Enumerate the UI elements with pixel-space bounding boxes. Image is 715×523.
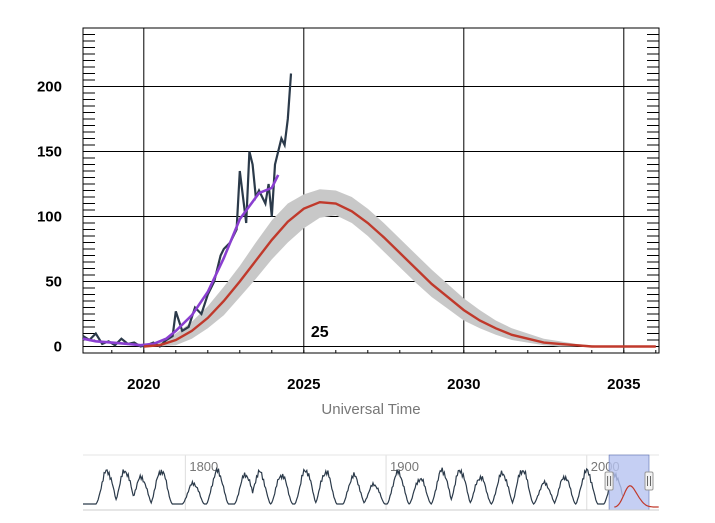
y-tick-label: 0 xyxy=(54,339,62,356)
plot-background xyxy=(83,28,659,353)
navigator-handles[interactable] xyxy=(604,471,654,491)
x-axis-labels: 2020 2025 2030 2035 xyxy=(127,376,640,393)
x-tick-label: 2035 xyxy=(607,376,640,393)
navigator-tick-label: 1900 xyxy=(390,459,419,474)
x-tick-label: 2030 xyxy=(447,376,480,393)
range-navigator[interactable]: 1800 1900 2000 xyxy=(83,454,659,511)
main-plot: 0 50 100 150 200 2020 2025 2030 2035 25 Univers… xyxy=(37,27,660,418)
prediction-band xyxy=(143,189,656,347)
y-tick-label: 50 xyxy=(45,274,62,291)
navigator-handle[interactable] xyxy=(604,471,614,491)
cycle-number-label: 25 xyxy=(311,324,329,341)
minor-ticks xyxy=(83,27,659,354)
navigator-handle[interactable] xyxy=(644,471,654,491)
y-axis-labels: 0 50 100 150 200 xyxy=(37,79,62,356)
navigator-prediction-line xyxy=(614,485,659,508)
predicted-cycle-line xyxy=(143,200,656,348)
y-tick-label: 150 xyxy=(37,144,62,161)
y-tick-label: 100 xyxy=(37,209,62,226)
x-tick-label: 2025 xyxy=(287,376,320,393)
navigator-background xyxy=(83,455,659,511)
x-tick-label: 2020 xyxy=(127,376,160,393)
x-axis-title: Universal Time xyxy=(321,401,420,418)
y-tick-label: 200 xyxy=(37,79,62,96)
navigator-tick-label: 1800 xyxy=(189,459,218,474)
navigator-history-line xyxy=(83,466,624,506)
monthly-sunspot-line xyxy=(82,73,293,348)
smoothed-sunspot-line xyxy=(82,174,280,347)
